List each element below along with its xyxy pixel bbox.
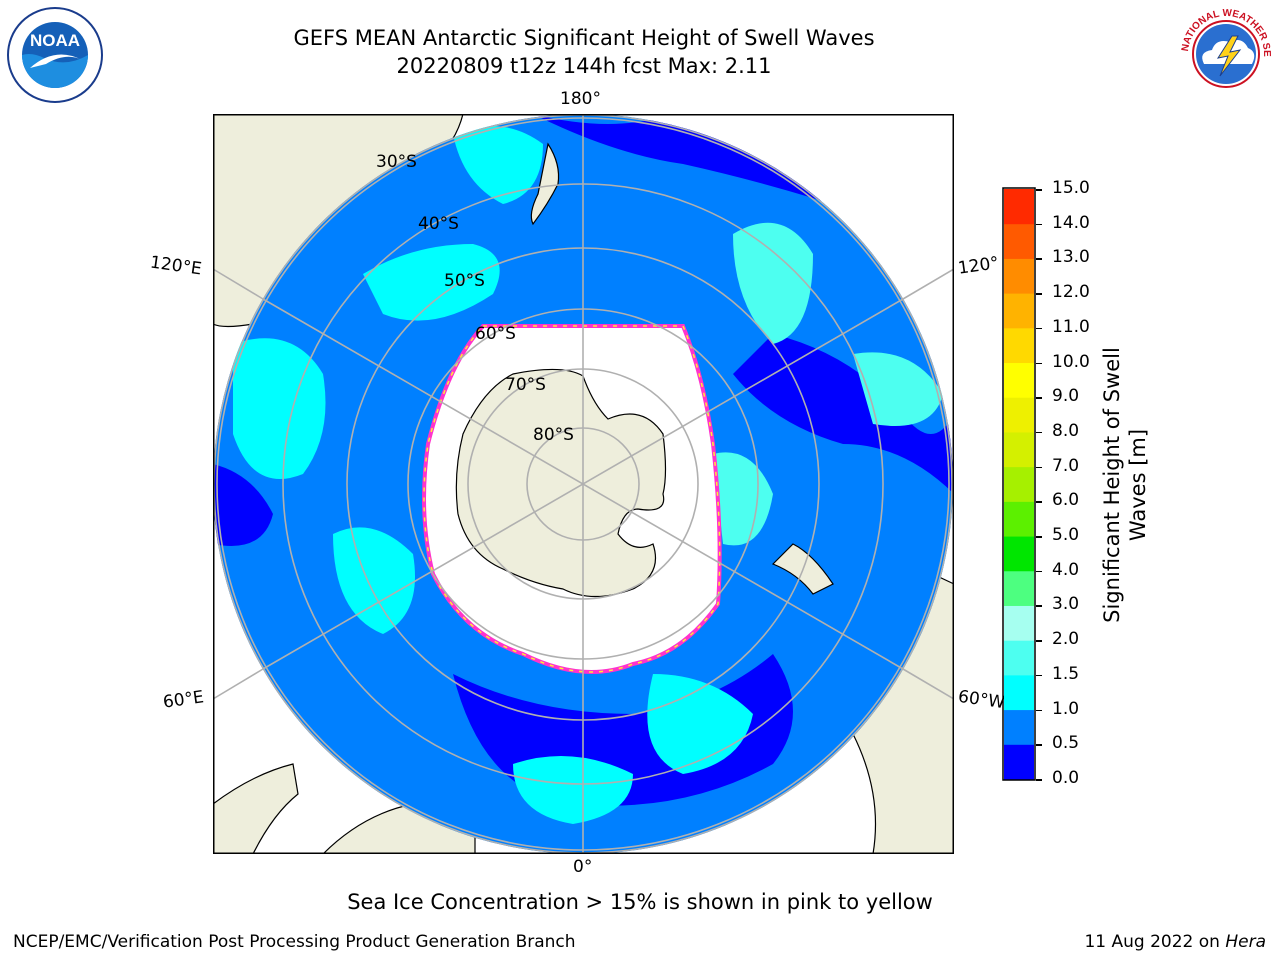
colorbar-swatch (1004, 397, 1034, 433)
sea-ice-note: Sea Ice Concentration > 15% is shown in … (347, 890, 933, 914)
lon-label-120w: 120° (956, 253, 1001, 279)
noaa-logo: NOAA (6, 6, 104, 108)
chart-title: GEFS MEAN Antarctic Significant Height o… (293, 26, 875, 50)
colorbar-swatch (1004, 744, 1034, 780)
colorbar-tick-label: 7.0 (1052, 455, 1080, 476)
lat-label-30s: 30°S (376, 152, 417, 172)
colorbar-tick-mark (1036, 327, 1042, 330)
colorbar-tick-label: 11.0 (1052, 316, 1090, 337)
footer-machine: Hera (1225, 932, 1266, 952)
colorbar-tick-mark (1036, 258, 1042, 260)
colorbar-swatch (1004, 570, 1034, 606)
colorbar-tick-label: 13.0 (1052, 247, 1090, 268)
graticule (216, 114, 950, 854)
colorbar-tick-label: 4.0 (1052, 559, 1080, 580)
colorbar-tick-mark (1036, 397, 1042, 399)
colorbar-tick-label: 0.5 (1052, 733, 1080, 754)
lat-label-70s: 70°S (505, 375, 546, 395)
lat-label-40s: 40°S (418, 214, 459, 234)
colorbar-tick-mark (1036, 293, 1042, 295)
colorbar-swatch (1004, 258, 1034, 294)
colorbar-swatch (1004, 501, 1034, 537)
colorbar-swatch (1004, 189, 1034, 225)
colorbar-swatch (1004, 431, 1034, 468)
colorbar-tick-mark (1036, 779, 1042, 781)
colorbar-tick-mark (1036, 431, 1042, 434)
colorbar-swatch (1004, 223, 1034, 259)
colorbar-tick-mark (1036, 605, 1042, 607)
colorbar-tick-label: 1.5 (1052, 663, 1080, 684)
colorbar-tick-label: 14.0 (1052, 212, 1090, 233)
colorbar-swatch (1004, 362, 1034, 398)
colorbar-tick-mark (1036, 674, 1042, 677)
colorbar-swatch (1004, 293, 1034, 329)
colorbar-tick-label: 12.0 (1052, 282, 1090, 303)
colorbar-tick-label: 2.0 (1052, 629, 1080, 650)
colorbar-tick-label: 9.0 (1052, 386, 1080, 407)
colorbar-swatch (1004, 466, 1034, 502)
lon-label-0: 0° (573, 857, 593, 877)
nws-logo: NATIONAL WEATHER SERVICE (1174, 0, 1274, 106)
colorbar-tick-mark (1036, 744, 1042, 746)
colorbar-tick-label: 15.0 (1052, 178, 1090, 198)
colorbar-tick-mark (1036, 640, 1042, 642)
colorbar-tick-label: 10.0 (1052, 351, 1090, 372)
lon-label-180: 180° (560, 89, 601, 109)
lat-label-50s: 50°S (444, 271, 485, 291)
svg-text:NOAA: NOAA (30, 31, 80, 50)
colorbar-swatch (1004, 327, 1034, 364)
colorbar (1002, 187, 1036, 785)
chart-subtitle: 20220809 t12z 144h fcst Max: 2.11 (396, 54, 772, 78)
colorbar-tick-mark (1036, 466, 1042, 469)
footer-date: 11 Aug 2022 on Hera (1084, 932, 1266, 952)
lon-label-120e: 120°E (148, 252, 203, 280)
colorbar-tick-mark (1036, 570, 1042, 573)
colorbar-tick-label: 5.0 (1052, 525, 1080, 546)
colorbar-swatch (1004, 536, 1034, 572)
colorbar-tick-mark (1036, 709, 1042, 712)
colorbar-tick-label: 8.0 (1052, 420, 1080, 441)
colorbar-tick-mark (1036, 536, 1042, 538)
lon-label-60w: 60°W (956, 686, 1007, 714)
colorbar-label: Significant Height of Swell Waves [m] (1100, 347, 1150, 623)
colorbar-tick-mark (1036, 501, 1042, 503)
colorbar-tick-label: 0.0 (1052, 768, 1080, 788)
lat-label-80s: 80°S (533, 425, 574, 445)
colorbar-tick-label: 3.0 (1052, 594, 1080, 615)
colorbar-tick-mark (1036, 223, 1042, 226)
colorbar-swatch (1004, 709, 1034, 745)
lat-label-60s: 60°S (475, 324, 516, 344)
colorbar-swatch (1004, 640, 1034, 676)
colorbar-swatch (1004, 605, 1034, 641)
colorbar-tick-label: 1.0 (1052, 698, 1080, 719)
footer-date-text: 11 Aug 2022 on (1084, 932, 1226, 952)
footer-branch: NCEP/EMC/Verification Post Processing Pr… (13, 932, 576, 952)
colorbar-tick-mark (1036, 189, 1042, 191)
lon-label-60e: 60°E (161, 687, 206, 713)
colorbar-tick-mark (1036, 362, 1042, 365)
colorbar-tick-label: 6.0 (1052, 490, 1080, 511)
colorbar-swatch (1004, 674, 1034, 711)
map-panel (213, 114, 954, 854)
